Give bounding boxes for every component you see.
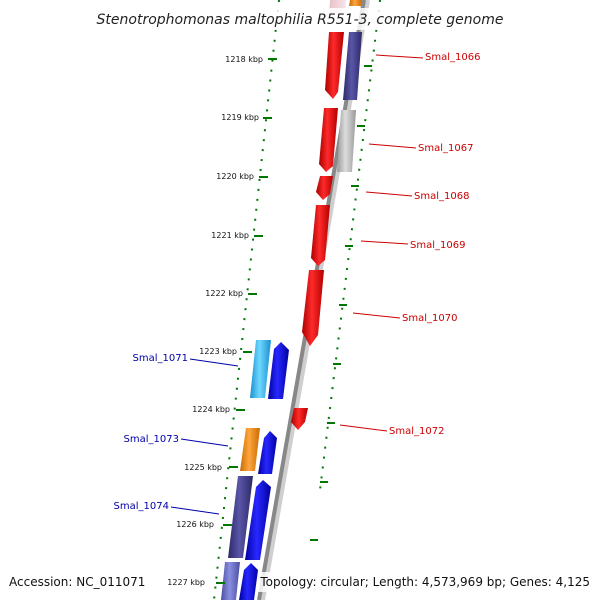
gene-arrow-smal-1067a bbox=[319, 108, 338, 172]
scale-label: 1224 kbp bbox=[192, 405, 230, 414]
reverse-leaders bbox=[170, 358, 239, 515]
gene-arrow-smal-1072 bbox=[291, 408, 308, 430]
gene-arrow-smal-1069 bbox=[311, 205, 330, 266]
gene-arrow-top-orange bbox=[349, 0, 362, 6]
scale-label: 1218 kbp bbox=[225, 55, 263, 64]
scale-label: 1226 kbp bbox=[176, 520, 214, 529]
gene-arrow-smal-1068 bbox=[316, 176, 333, 200]
scale-label: 1223 kbp bbox=[199, 347, 237, 356]
gene-arrow-smal-1070 bbox=[302, 270, 324, 346]
gene-label: Smal_1070 bbox=[402, 313, 457, 324]
gene-arrow-smal-1074-navy bbox=[228, 476, 253, 558]
gene-label: Smal_1074 bbox=[114, 501, 169, 512]
leader-line bbox=[170, 506, 220, 515]
scale-label: 1220 kbp bbox=[216, 172, 254, 181]
leader-line bbox=[180, 438, 229, 447]
leader-line bbox=[352, 312, 401, 319]
gene-label: Smal_1073 bbox=[124, 434, 179, 445]
gene-arrow-bottom-blue bbox=[239, 563, 258, 600]
gene-arrow-smal-1067b bbox=[337, 110, 356, 172]
leader-line bbox=[360, 240, 409, 245]
gene-arrow-smal-1066b bbox=[343, 32, 362, 100]
gene-label: Smal_1069 bbox=[410, 240, 465, 251]
gene-arrow-smal-1071-cyan bbox=[250, 340, 271, 398]
outer-dotted-guide-left bbox=[213, 0, 280, 600]
right-ticks bbox=[310, 65, 372, 541]
accession-text: Accession: NC_011071 bbox=[9, 575, 145, 589]
forward-leaders bbox=[339, 54, 424, 432]
gene-label: Smal_1067 bbox=[418, 143, 473, 154]
scale-label: 1222 kbp bbox=[205, 289, 243, 298]
gene-label: Smal_1071 bbox=[133, 353, 188, 364]
scale-label: 1221 kbp bbox=[211, 231, 249, 240]
scale-label: 1219 kbp bbox=[221, 113, 259, 122]
scale-label: 1225 kbp bbox=[184, 463, 222, 472]
footer-backdrop-right bbox=[258, 572, 596, 592]
gene-label: Smal_1068 bbox=[414, 191, 469, 202]
footer-backdrop-left bbox=[4, 572, 152, 592]
leader-line bbox=[339, 424, 388, 432]
gene-arrow-smal-1071-blue bbox=[268, 342, 289, 399]
title-backdrop bbox=[96, 8, 504, 30]
topology-summary: Topology: circular; Length: 4,573,969 bp… bbox=[259, 575, 590, 589]
gene-label: Smal_1072 bbox=[389, 426, 444, 437]
gene-arrow-smal-1066 bbox=[325, 32, 344, 99]
gene-arrow-smal-1074-blue bbox=[245, 480, 271, 560]
leader-line bbox=[375, 54, 424, 59]
scale-ticks bbox=[216, 58, 277, 584]
leader-line bbox=[365, 191, 413, 197]
gene-label: Smal_1066 bbox=[425, 52, 480, 63]
gene-arrow-bottom-slate bbox=[221, 562, 240, 600]
scale-label: 1227 kbp bbox=[167, 578, 205, 587]
gene-arrow-smal-1073-orange bbox=[240, 428, 260, 471]
gene-arrow-smal-1073-blue bbox=[258, 431, 277, 474]
map-title: Stenotrophomonas maltophilia R551-3, com… bbox=[97, 12, 504, 28]
leader-line bbox=[368, 143, 417, 149]
outer-dotted-guide-right bbox=[319, 0, 381, 491]
leader-line bbox=[189, 358, 239, 367]
